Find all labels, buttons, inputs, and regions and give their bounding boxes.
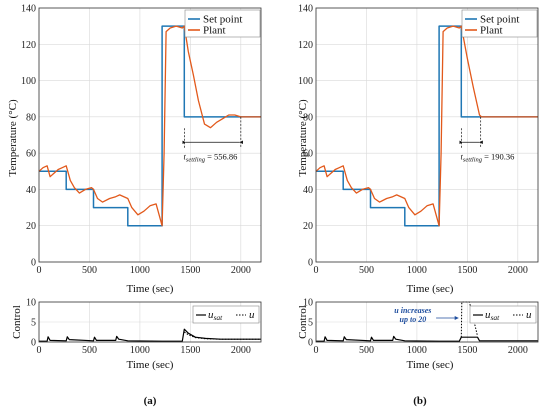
y-tick-label: 100 — [21, 76, 36, 87]
control-note-line2: up to 20 — [400, 315, 427, 324]
axes-frame — [38, 7, 262, 263]
x-tick-label: 0 — [37, 265, 42, 276]
series-plant — [315, 25, 538, 227]
axes-frame — [38, 301, 262, 343]
x-tick-label: 500 — [82, 345, 97, 356]
settling-time-label: tsettling = 556.86 — [184, 151, 238, 163]
ylabel-control-b: Control — [297, 305, 309, 339]
plot-area — [316, 8, 538, 262]
x-tick-label: 1500 — [180, 345, 200, 356]
y-tick-label: 120 — [21, 40, 36, 51]
temperature-plot-b: 0 500 1000 1500 2000 0 20 40 60 80 100 120 140 Set po… — [298, 4, 539, 276]
x-tick-label: 1000 — [130, 345, 150, 356]
series-set-point — [316, 25, 538, 227]
y-tick-label: 60 — [303, 149, 313, 160]
x-tick-label: 0 — [314, 265, 319, 276]
y-tick-label: 10 — [26, 298, 36, 309]
y-tick-label: 0 — [31, 338, 36, 349]
series-u-sat — [316, 335, 538, 342]
series-u-sat — [39, 328, 261, 342]
legend-label: Plant — [480, 25, 503, 37]
legend-label-u: u — [249, 309, 255, 321]
series-u — [184, 331, 261, 340]
y-tick-label: 100 — [298, 76, 313, 87]
legend-label-usat: usat — [208, 309, 223, 322]
series-plant — [38, 25, 261, 227]
temperature-plot-a: 0 500 1000 1500 2000 0 20 40 60 80 100 120 140 Set po… — [21, 4, 262, 276]
series-set-point — [39, 25, 261, 227]
x-tick-label: 2000 — [508, 345, 528, 356]
x-tick-label: 2000 — [508, 265, 528, 276]
legend-label: Plant — [203, 25, 226, 37]
axes-frame — [315, 301, 539, 343]
y-tick-label: 140 — [298, 4, 313, 15]
y-tick-label: 40 — [303, 185, 313, 196]
y-tick-label: 80 — [303, 112, 313, 123]
x-tick-label: 2000 — [231, 345, 251, 356]
x-tick-label: 0 — [37, 345, 42, 356]
y-tick-label: 40 — [26, 185, 36, 196]
xlabel-time-a-bottom: Time (sec) — [127, 359, 174, 371]
legend-box — [192, 305, 260, 324]
legend-label: Set point — [203, 14, 242, 26]
y-tick-label: 10 — [303, 298, 313, 309]
xlabel-time-b-bottom: Time (sec) — [407, 359, 454, 371]
y-tick-label: 60 — [26, 149, 36, 160]
legend-label: Set point — [480, 14, 519, 26]
y-tick-label: 120 — [298, 40, 313, 51]
y-tick-label: 0 — [31, 258, 36, 269]
settling-time-label: tsettling = 190.36 — [461, 151, 515, 163]
ylabel-temperature-a: Temperature (°C) — [7, 99, 19, 177]
panel-label-b: (b) — [413, 395, 427, 407]
y-tick-label: 20 — [26, 221, 36, 232]
y-tick-label: 80 — [26, 112, 36, 123]
ylabel-control-a: Control — [11, 305, 23, 339]
y-tick-label: 0 — [308, 338, 313, 349]
xlabel-time-b-top: Time (sec) — [407, 283, 454, 295]
x-tick-label: 500 — [359, 345, 374, 356]
x-tick-label: 1000 — [407, 265, 427, 276]
x-tick-label: 1500 — [180, 265, 200, 276]
xlabel-time-a-top: Time (sec) — [127, 283, 174, 295]
x-tick-label: 1500 — [457, 265, 477, 276]
x-tick-label: 500 — [359, 265, 374, 276]
x-tick-label: 1000 — [130, 265, 150, 276]
x-tick-label: 1000 — [407, 345, 427, 356]
legend-label-usat: usat — [485, 309, 500, 322]
y-tick-label: 5 — [31, 318, 36, 329]
panel-label-a: (a) — [144, 395, 157, 407]
control-plot-a: 0 500 1000 1500 2000 0 5 10 usat u — [26, 298, 262, 356]
x-tick-label: 2000 — [231, 265, 251, 276]
legend-box — [184, 9, 261, 38]
x-tick-label: 1500 — [457, 345, 477, 356]
ylabel-temperature-b: Temperature (°C) — [297, 99, 309, 177]
y-tick-label: 5 — [308, 318, 313, 329]
legend-box — [469, 305, 537, 324]
plot-area — [39, 8, 261, 262]
legend-box — [461, 9, 538, 38]
x-tick-label: 0 — [314, 345, 319, 356]
axes-frame — [315, 7, 539, 263]
y-tick-label: 0 — [308, 258, 313, 269]
y-tick-label: 140 — [21, 4, 36, 15]
y-tick-label: 20 — [303, 221, 313, 232]
x-tick-label: 500 — [82, 265, 97, 276]
control-note-line1: u increases — [394, 306, 431, 315]
legend-label-u: u — [526, 309, 532, 321]
